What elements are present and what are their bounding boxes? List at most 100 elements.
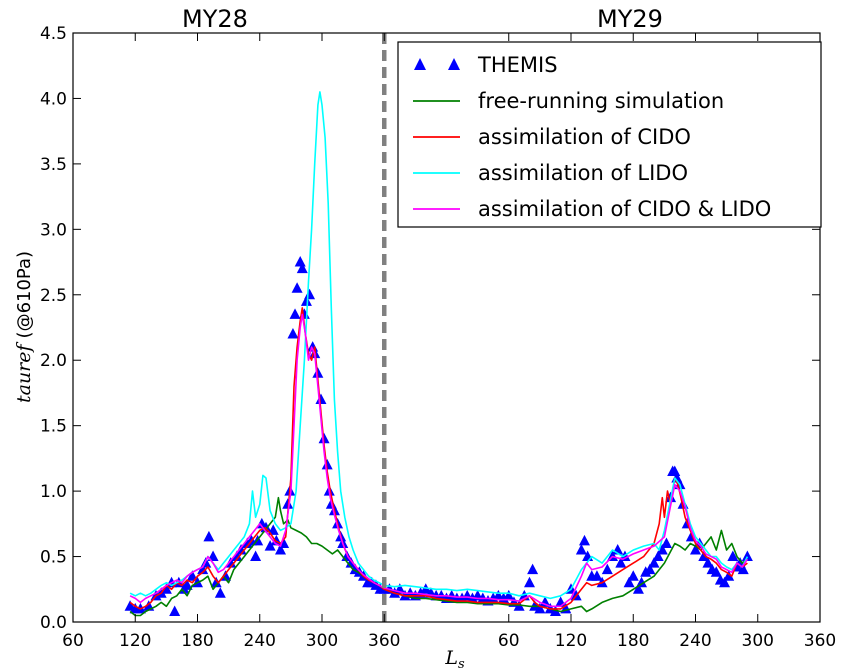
data-point [296, 262, 308, 274]
legend-entry-themis: THEMIS [414, 53, 558, 77]
data-point [578, 534, 590, 546]
x-tick-label: 120 [119, 631, 151, 651]
data-point [291, 282, 303, 293]
data-point [169, 605, 181, 617]
data-point [652, 550, 664, 562]
data-point [315, 393, 327, 404]
data-point [264, 540, 276, 551]
legend-label: assimilation of CIDO [478, 125, 691, 149]
legend-marker [448, 58, 460, 70]
data-point [690, 544, 701, 555]
y-tick-label: 0.5 [40, 548, 67, 568]
data-point [287, 328, 299, 339]
legend-marker [414, 58, 426, 70]
data-point [702, 557, 714, 568]
x-tick-label: 60 [62, 631, 84, 651]
data-point [737, 563, 749, 575]
y-tick-label: 1.0 [40, 482, 67, 502]
data-point [210, 576, 222, 588]
data-point [275, 544, 286, 555]
x-tick-label: 360 [368, 631, 400, 651]
x-tick-label: 240 [679, 631, 711, 651]
data-point [321, 458, 333, 470]
x-tick-label: 60 [498, 631, 520, 651]
data-point [214, 587, 226, 598]
data-point [623, 576, 635, 588]
legend-entry-assimilation-of-lido: assimilation of LIDO [413, 161, 688, 185]
data-point [260, 521, 272, 533]
data-point [304, 288, 316, 300]
legend-label: assimilation of CIDO & LIDO [478, 197, 771, 221]
year-label-my28: MY28 [182, 5, 248, 33]
y-tick-label: 1.5 [40, 417, 67, 437]
data-point [539, 596, 551, 607]
data-point [615, 557, 627, 568]
data-point [282, 498, 294, 509]
y-tick-label: 4.5 [40, 24, 67, 44]
data-point [632, 583, 644, 594]
data-point [231, 550, 243, 562]
legend-entry-assimilation-of-cido: assimilation of CIDO [413, 125, 691, 149]
series-line [129, 307, 748, 610]
x-tick-label: 180 [617, 631, 649, 651]
data-point [627, 570, 639, 581]
data-point [203, 530, 215, 542]
data-point [698, 550, 710, 562]
y-axis-label-note: (@610Pa) [14, 251, 35, 338]
y-axis-label: tauref (@610Pa) [13, 251, 35, 403]
x-tick-label: 300 [742, 631, 774, 651]
x-axis-label-sub: s [458, 657, 465, 670]
data-point [723, 570, 735, 581]
data-point [160, 583, 172, 594]
x-axis-label: Ls [444, 647, 465, 670]
data-point [710, 566, 722, 577]
x-tick-label: 300 [306, 631, 338, 651]
legend-label: THEMIS [477, 53, 558, 77]
data-point [636, 576, 648, 588]
data-point [527, 563, 539, 575]
x-tick-label: 240 [244, 631, 276, 651]
data-point [719, 576, 731, 588]
legend-label: assimilation of LIDO [478, 161, 688, 185]
data-point [591, 570, 603, 581]
legend-entry-free-running-simulation: free-running simulation [413, 89, 724, 113]
data-point [267, 524, 279, 535]
y-tick-label: 0.0 [40, 613, 67, 633]
data-point [300, 295, 312, 306]
series-line [129, 313, 749, 608]
series-layer [124, 91, 753, 617]
series-assimilation-of-cido-lido [129, 313, 749, 608]
plot-frame [72, 32, 821, 623]
legend-entry-assimilation-of-cido-lido: assimilation of CIDO & LIDO [413, 197, 771, 221]
y-tick-label: 3.5 [40, 155, 67, 175]
y-axis: 0.0 0.5 1.0 1.5 2.0 2.5 3.0 3.5 4.0 4.5 [40, 24, 820, 633]
x-tick-label: 360 [804, 631, 836, 651]
x-tick-label: 120 [555, 631, 587, 651]
year-labels: MY28 MY29 [182, 5, 663, 33]
y-tick-label: 4.0 [40, 89, 67, 109]
legend: THEMIS free-running simulation assimilatio… [397, 41, 822, 228]
data-point [534, 602, 546, 614]
y-tick-label: 3.0 [40, 220, 67, 240]
data-point [503, 589, 515, 601]
y-tick-label: 2.5 [40, 286, 67, 306]
series-assimilation-of-lido [129, 91, 749, 600]
data-point [197, 563, 209, 575]
legend-box [397, 41, 822, 228]
data-point [289, 308, 301, 319]
data-point [727, 550, 739, 562]
data-point [644, 563, 656, 575]
x-tick-label: 180 [181, 631, 213, 651]
data-point [575, 544, 587, 555]
y-axis-label-main: tauref [13, 341, 35, 403]
data-point [741, 550, 753, 562]
x-axis: 60 120 180 240 300 360 60 120 180 240 300 360 [62, 33, 836, 651]
data-point [250, 550, 262, 562]
data-point [524, 576, 535, 588]
data-point [601, 563, 613, 575]
series-assimilation-of-cido [129, 307, 748, 610]
data-point [660, 537, 672, 548]
year-label-my29: MY29 [597, 5, 663, 33]
y-tick-label: 2.0 [40, 351, 67, 371]
